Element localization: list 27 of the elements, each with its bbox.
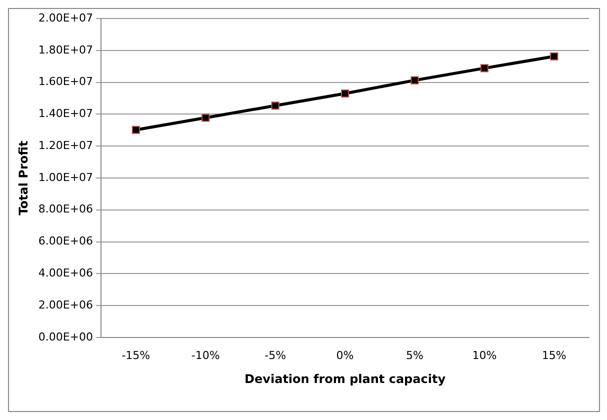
x-tick-label: -5% (264, 348, 286, 362)
x-axis-title: Deviation from plant capacity (244, 372, 446, 386)
point (132, 126, 140, 134)
point (410, 76, 419, 84)
y-tick-label: 2.00E+07 (38, 11, 94, 24)
y-tick-label: 2.00E+06 (38, 298, 94, 312)
y-tick-label: 6.00E+06 (38, 234, 94, 248)
x-tick-label: 15% (542, 348, 566, 362)
x-tick-label: -15% (122, 348, 150, 362)
y-tick-label: 1.40E+07 (38, 107, 94, 120)
y-tick-label: 8.00E+06 (38, 202, 94, 216)
point (550, 52, 558, 60)
y-tick-label: 0.00E+00 (38, 330, 94, 344)
point (202, 114, 210, 122)
x-tick-label: 5% (406, 348, 424, 362)
y-tick-label: 1.00E+07 (38, 170, 94, 184)
x-tick-label: 0% (336, 348, 354, 362)
y-tick-label: 1.80E+07 (38, 43, 94, 56)
y-tick-label: 1.20E+07 (38, 138, 94, 152)
point (340, 89, 350, 98)
point (480, 64, 488, 72)
y-axis-title: Total Profit (16, 140, 30, 216)
x-tick-label: -10% (191, 348, 220, 362)
y-tick-label: 1.60E+07 (38, 75, 94, 88)
x-tick-label: 10% (472, 348, 497, 362)
y-tick-label: 4.00E+06 (38, 266, 94, 280)
point (271, 102, 280, 110)
